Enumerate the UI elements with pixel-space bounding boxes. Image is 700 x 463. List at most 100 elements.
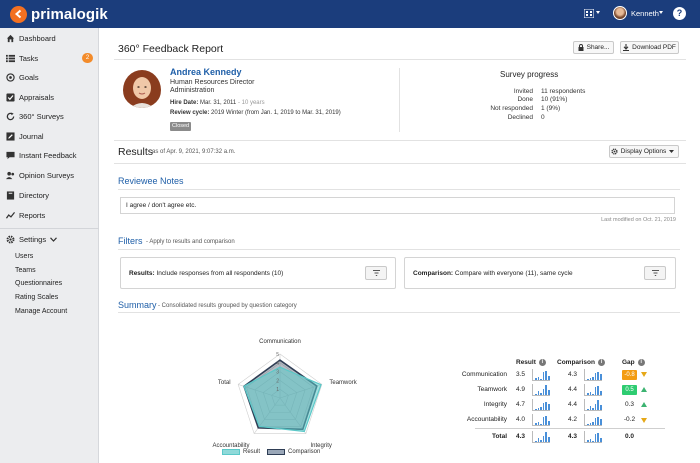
- sidebar-item-label: Opinion Surveys: [19, 170, 75, 180]
- info-icon[interactable]: i: [597, 359, 605, 366]
- cycle-icon: [6, 111, 15, 120]
- comparison-distribution-sparkline: [584, 399, 602, 411]
- sidebar-item-opinion-surveys[interactable]: Opinion Surveys: [0, 167, 99, 183]
- download-icon: [623, 44, 630, 51]
- display-options-label: Display Options: [620, 148, 667, 155]
- comparison-value: 4.2: [568, 416, 578, 423]
- user-menu[interactable]: Kenneth: [631, 9, 659, 18]
- info-icon[interactable]: i: [637, 359, 645, 366]
- comparison-filter-label: Comparison:: [413, 270, 454, 277]
- sparkline-bar: [592, 422, 594, 425]
- chevron-down-icon[interactable]: [596, 11, 600, 14]
- chart-line-icon: [6, 211, 15, 219]
- divider: [114, 140, 686, 141]
- top-bar: primalogik Kenneth ?: [0, 0, 700, 28]
- book-icon: [6, 190, 15, 200]
- sparkline-bar: [545, 416, 547, 425]
- settings-users-link[interactable]: Users: [15, 253, 34, 260]
- sidebar-item-directory[interactable]: Directory: [0, 187, 99, 203]
- share-label: Share...: [586, 44, 610, 51]
- comparison-filter-button[interactable]: [644, 266, 666, 280]
- radar-chart: 1 2 3 4 5 Communication Teamwork Integrity Accou…: [212, 339, 357, 449]
- progress-label: Invited: [513, 88, 533, 95]
- settings-questionnaires-link[interactable]: Questionnaires: [15, 280, 63, 287]
- sidebar-item-instant-feedback[interactable]: Instant Feedback: [0, 147, 99, 163]
- sidebar-item-360-surveys[interactable]: 360° Surveys: [0, 108, 99, 124]
- result-value: 4.9: [516, 386, 526, 393]
- sparkline-bar: [535, 409, 537, 410]
- hire-date: Hire Date: Mar. 31, 2011 - 10 years: [170, 100, 265, 106]
- sparkline-bar: [592, 441, 594, 442]
- sidebar: Dashboard Tasks 2 Goals Appraisals 360° …: [0, 28, 99, 463]
- reviewee-notes-field[interactable]: I agree / don't agree etc.: [120, 197, 675, 214]
- reviewee-name[interactable]: Andrea Kennedy: [170, 67, 242, 77]
- logo-icon: [10, 5, 27, 23]
- sparkline-bar: [587, 379, 589, 380]
- gap-value: 0.3: [624, 401, 635, 408]
- sparkline-bar: [537, 391, 540, 395]
- review-cycle-value: 2019 Winter (from Jan. 1, 2019 to Mar. 3…: [211, 110, 341, 116]
- result-distribution-sparkline: [532, 414, 550, 426]
- radar-tick-label: 1: [276, 387, 279, 393]
- tenure: - 10 years: [237, 100, 265, 106]
- radar-axis-label: Accountability: [212, 443, 249, 449]
- help-icon[interactable]: ?: [673, 7, 686, 20]
- sparkline-bar: [600, 405, 602, 410]
- results-filter-button[interactable]: [365, 266, 387, 280]
- user-avatar[interactable]: [613, 6, 627, 20]
- org-chart-icon[interactable]: [584, 9, 594, 18]
- category-label: Accountability: [466, 416, 507, 423]
- chevron-down-icon[interactable]: [659, 11, 663, 14]
- result-value: 4.7: [516, 401, 526, 408]
- sidebar-item-appraisals[interactable]: Appraisals: [0, 89, 99, 105]
- total-comparison-value: 4.3: [568, 433, 578, 440]
- col-header-result: Result i: [516, 359, 546, 366]
- chat-icon: [6, 151, 15, 159]
- radar-axis-label: Integrity: [311, 443, 332, 449]
- list-icon: [6, 54, 15, 62]
- caret-down-icon: [669, 149, 675, 153]
- sparkline-bar: [542, 403, 545, 410]
- sidebar-item-settings[interactable]: Settings: [0, 231, 99, 247]
- radar-tick-label: 5: [276, 352, 279, 358]
- results-filter-value: Include responses from all respondents (…: [156, 270, 284, 277]
- trend-up-icon: [641, 402, 647, 407]
- comparison-distribution-sparkline: [584, 384, 602, 396]
- sparkline-bar: [548, 376, 550, 380]
- sidebar-item-label: Directory: [19, 190, 50, 200]
- sparkline-bar: [542, 436, 545, 442]
- info-icon[interactable]: i: [538, 359, 546, 366]
- share-button[interactable]: Share...: [573, 41, 614, 54]
- sparkline-bar: [545, 432, 547, 442]
- people-icon: [6, 171, 15, 179]
- result-distribution-sparkline: [532, 384, 550, 396]
- progress-value: 11 respondents: [541, 88, 586, 95]
- comparison-filter: Comparison: Compare with everyone (11), …: [404, 257, 676, 289]
- total-result-value: 4.3: [516, 433, 526, 440]
- sidebar-item-reports[interactable]: Reports: [0, 207, 99, 223]
- settings-manage-account-link[interactable]: Manage Account: [15, 308, 68, 315]
- sparkline-bar: [592, 394, 594, 395]
- sparkline-bar: [548, 390, 550, 395]
- download-pdf-button[interactable]: Download PDF: [620, 41, 679, 54]
- brand-logo[interactable]: primalogik: [10, 5, 108, 23]
- sparkline-bar: [594, 373, 597, 380]
- result-distribution-sparkline: [532, 431, 550, 443]
- display-options-button[interactable]: Display Options: [609, 145, 679, 158]
- sparkline-bar: [597, 386, 599, 395]
- radar-series-result: [243, 366, 322, 433]
- sidebar-item-tasks[interactable]: Tasks 2: [0, 50, 99, 66]
- sparkline-bar: [548, 421, 550, 425]
- radar-tick-label: 2: [276, 378, 279, 384]
- sidebar-item-goals[interactable]: Goals: [0, 69, 99, 85]
- gap-value: -0.2: [623, 416, 636, 423]
- settings-teams-link[interactable]: Teams: [15, 267, 36, 274]
- summary-title: Summary: [118, 300, 157, 310]
- radar-axis-label: Total: [218, 380, 231, 386]
- sidebar-item-journal[interactable]: Journal: [0, 128, 99, 144]
- filter-icon: [651, 270, 659, 276]
- result-distribution-sparkline: [532, 399, 550, 411]
- comparison-value: 4.4: [568, 386, 578, 393]
- sidebar-item-dashboard[interactable]: Dashboard: [0, 30, 99, 46]
- settings-rating-scales-link[interactable]: Rating Scales: [15, 294, 59, 301]
